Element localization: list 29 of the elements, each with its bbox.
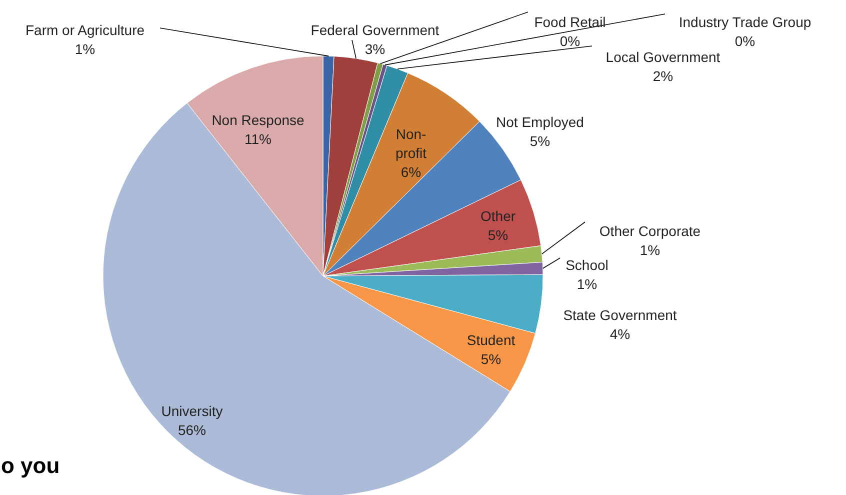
- slice-label: Student: [466, 332, 516, 348]
- slice-label: Not Employed: [496, 114, 584, 130]
- data-label: 6%: [400, 164, 422, 180]
- data-label: 0%: [734, 33, 756, 49]
- data-label: 5%: [488, 227, 508, 243]
- data-label: 5%: [480, 351, 502, 367]
- slice-label: Other Corporate: [599, 223, 701, 239]
- data-label: 1%: [640, 242, 660, 258]
- slice-label: State Government: [563, 307, 677, 323]
- data-label: 4%: [610, 326, 630, 342]
- slice-label: Federal Government: [310, 22, 440, 38]
- slice-label: Farm or Agriculture: [25, 22, 145, 38]
- data-label: 56%: [178, 422, 206, 438]
- data-label: 0%: [560, 33, 580, 49]
- slice-label: Non Response: [212, 112, 305, 128]
- slice-label: Non-profit: [395, 126, 427, 161]
- data-label: 11%: [244, 131, 272, 147]
- data-label: 1%: [74, 41, 96, 57]
- slice-label: University: [161, 403, 223, 419]
- slice-label: School: [566, 257, 608, 273]
- data-label: 3%: [364, 41, 386, 57]
- slice-label: Food Retail: [534, 14, 606, 30]
- data-label: 5%: [530, 133, 550, 149]
- data-label: 1%: [576, 276, 598, 292]
- slice-label: Other: [480, 208, 516, 224]
- data-label: 2%: [652, 68, 674, 84]
- slice-label: Local Government: [606, 49, 720, 65]
- slice-label: Industry Trade Group: [678, 14, 812, 30]
- text: o you: [1, 453, 60, 478]
